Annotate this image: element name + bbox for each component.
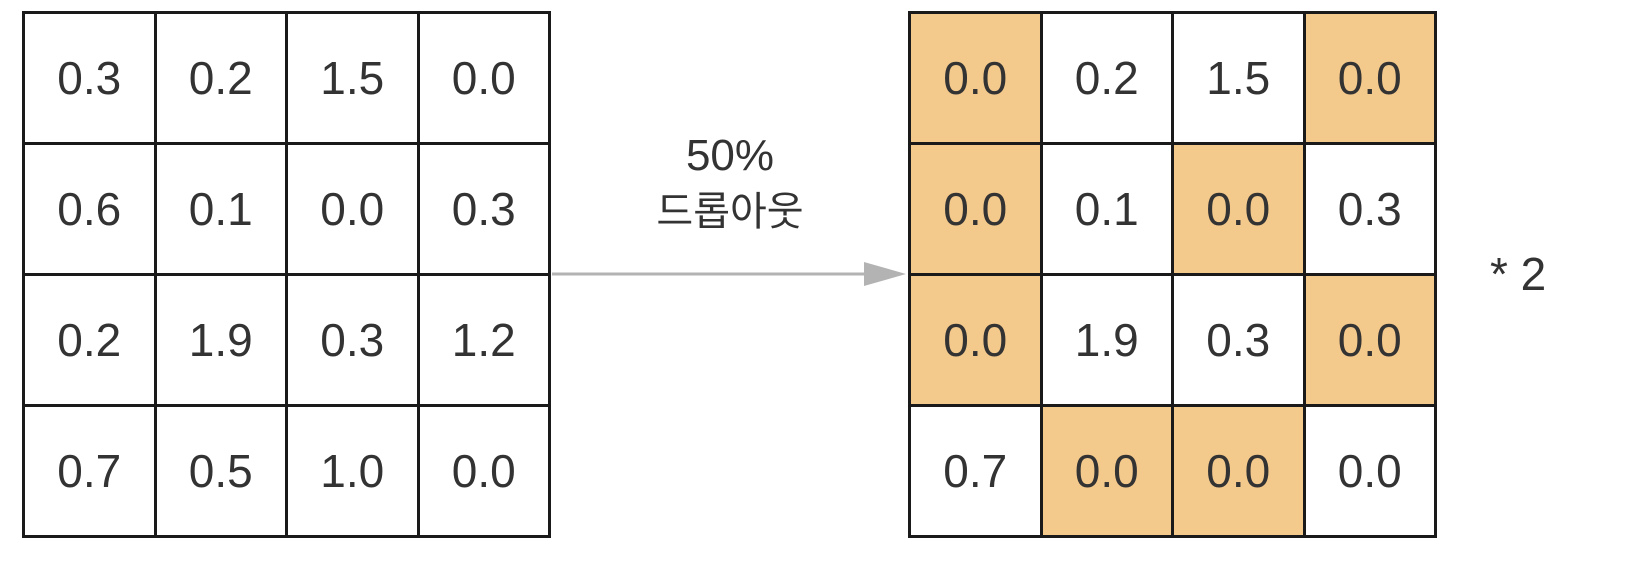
output-matrix-cell: 0.2	[1042, 14, 1174, 145]
input-matrix-cell: 0.0	[419, 14, 551, 145]
output-matrix-cell: 0.3	[1174, 276, 1306, 407]
output-matrix-cell: 0.1	[1042, 145, 1174, 276]
output-matrix-cell-dropped: 0.0	[1305, 276, 1437, 407]
dropout-word-text: 드롭아웃	[656, 189, 804, 235]
input-matrix-cell: 0.3	[288, 276, 420, 407]
input-matrix-cell: 0.3	[25, 14, 157, 145]
output-matrix-cell-dropped: 0.0	[1174, 407, 1306, 538]
input-matrix-cell: 0.7	[25, 407, 157, 538]
output-matrix-cell: 0.0	[1305, 407, 1437, 538]
output-matrix-cell-dropped: 0.0	[1042, 407, 1174, 538]
input-matrix-cell: 1.5	[288, 14, 420, 145]
input-matrix-cell: 1.0	[288, 407, 420, 538]
output-matrix-cell: 1.5	[1174, 14, 1306, 145]
input-matrix: 0.3 0.2 1.5 0.0 0.6 0.1 0.0 0.3 0.2 1.9 0.3 1.2 0.7 0…	[22, 11, 551, 538]
dropout-rate-text: 50%	[685, 131, 775, 180]
scale-factor-label: * 2	[1490, 248, 1547, 300]
input-matrix-cell: 0.6	[25, 145, 157, 276]
output-matrix-cell-dropped: 0.0	[911, 276, 1043, 407]
output-matrix-cell: 1.9	[1042, 276, 1174, 407]
output-matrix-cell-dropped: 0.0	[911, 145, 1043, 276]
input-matrix-cell: 0.5	[156, 407, 288, 538]
input-matrix-cell: 0.2	[25, 276, 157, 407]
dropout-label: 50% 드롭아웃	[620, 128, 840, 240]
output-matrix-cell-dropped: 0.0	[1305, 14, 1437, 145]
output-matrix: 0.0 0.2 1.5 0.0 0.0 0.1 0.0 0.3 0.0 1.9 0.3 0.0 0.7 0…	[908, 11, 1437, 538]
input-matrix-cell: 0.2	[156, 14, 288, 145]
input-matrix-cell: 0.0	[419, 407, 551, 538]
output-matrix-cell: 0.7	[911, 407, 1043, 538]
output-matrix-cell: 0.3	[1305, 145, 1437, 276]
input-matrix-cell: 1.2	[419, 276, 551, 407]
input-matrix-cell: 0.3	[419, 145, 551, 276]
input-matrix-cell: 0.0	[288, 145, 420, 276]
output-matrix-cell-dropped: 0.0	[911, 14, 1043, 145]
output-matrix-cell-dropped: 0.0	[1174, 145, 1306, 276]
arrow-icon	[552, 262, 906, 286]
input-matrix-cell: 1.9	[156, 276, 288, 407]
input-matrix-cell: 0.1	[156, 145, 288, 276]
